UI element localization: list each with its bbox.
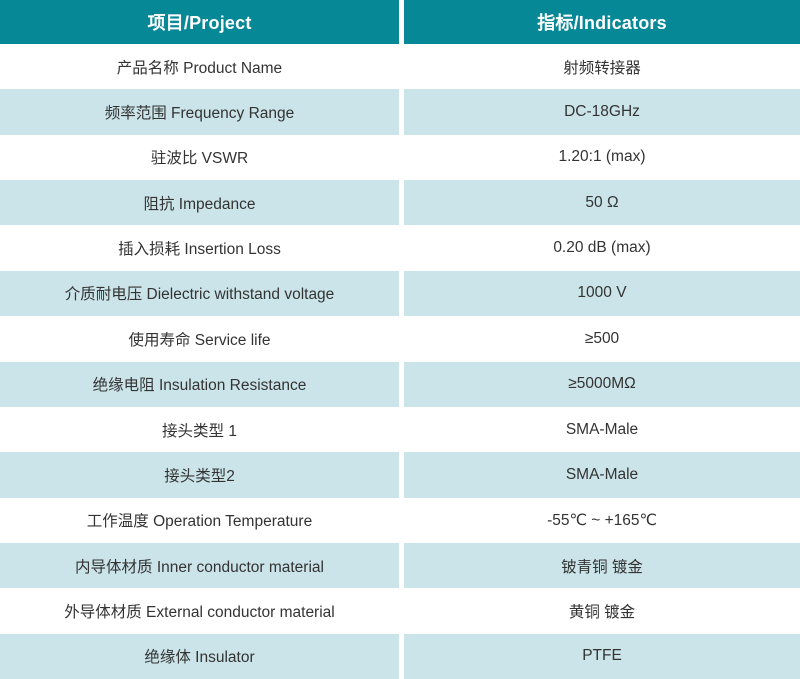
project-cell: 绝缘电阻 Insulation Resistance <box>0 361 399 407</box>
indicator-cell: 1.20:1 (max) <box>404 134 800 181</box>
table-body: 产品名称 Product Name 射频转接器 频率范围 Frequency Ran… <box>0 44 800 679</box>
table-row: 工作温度 Operation Temperature -55℃ ~ +165℃ <box>0 497 800 543</box>
table-row: 内导体材质 Inner conductor material 铍青铜 镀金 <box>0 542 800 589</box>
table-row: 接头类型2 SMA-Male <box>0 452 800 498</box>
indicator-cell: -55℃ ~ +165℃ <box>404 497 800 543</box>
table-row: 接头类型 1 SMA-Male <box>0 406 800 453</box>
indicator-cell: SMA-Male <box>404 452 800 498</box>
table-row: 驻波比 VSWR 1.20:1 (max) <box>0 134 800 181</box>
table-row: 插入损耗 Insertion Loss 0.20 dB (max) <box>0 225 800 271</box>
project-cell: 工作温度 Operation Temperature <box>0 497 399 543</box>
project-cell: 插入损耗 Insertion Loss <box>0 225 399 271</box>
table-row: 绝缘体 Insulator PTFE <box>0 633 800 679</box>
project-cell: 阻抗 Impedance <box>0 180 399 226</box>
project-cell: 外导体材质 External conductor material <box>0 588 399 634</box>
indicator-cell: 1000 V <box>404 270 800 317</box>
project-cell: 内导体材质 Inner conductor material <box>0 542 399 589</box>
indicator-cell: PTFE <box>404 633 800 679</box>
project-cell: 接头类型 1 <box>0 406 399 453</box>
project-cell: 使用寿命 Service life <box>0 316 399 362</box>
project-cell: 产品名称 Product Name <box>0 44 399 90</box>
table-row: 外导体材质 External conductor material 黄铜 镀金 <box>0 588 800 634</box>
header-indicators: 指标/Indicators <box>404 0 800 44</box>
project-cell: 驻波比 VSWR <box>0 134 399 181</box>
project-cell: 频率范围 Frequency Range <box>0 89 399 135</box>
header-project: 项目/Project <box>0 0 399 44</box>
indicator-cell: 0.20 dB (max) <box>404 225 800 271</box>
indicator-cell: SMA-Male <box>404 406 800 453</box>
project-cell: 介质耐电压 Dielectric withstand voltage <box>0 270 399 317</box>
indicator-cell: DC-18GHz <box>404 89 800 135</box>
table-row: 阻抗 Impedance 50 Ω <box>0 180 800 226</box>
table-row: 绝缘电阻 Insulation Resistance ≥5000MΩ <box>0 361 800 407</box>
project-cell: 绝缘体 Insulator <box>0 633 399 679</box>
indicator-cell: ≥500 <box>404 316 800 362</box>
indicator-cell: 黄铜 镀金 <box>404 588 800 634</box>
indicator-cell: 50 Ω <box>404 180 800 226</box>
project-cell: 接头类型2 <box>0 452 399 498</box>
table-row: 使用寿命 Service life ≥500 <box>0 316 800 362</box>
indicator-cell: 铍青铜 镀金 <box>404 542 800 589</box>
table-row: 频率范围 Frequency Range DC-18GHz <box>0 89 800 135</box>
table-row: 产品名称 Product Name 射频转接器 <box>0 44 800 90</box>
indicator-cell: ≥5000MΩ <box>404 361 800 407</box>
table-row: 介质耐电压 Dielectric withstand voltage 1000 V <box>0 270 800 317</box>
table-header-row: 项目/Project 指标/Indicators <box>0 0 800 44</box>
indicator-cell: 射频转接器 <box>404 44 800 90</box>
